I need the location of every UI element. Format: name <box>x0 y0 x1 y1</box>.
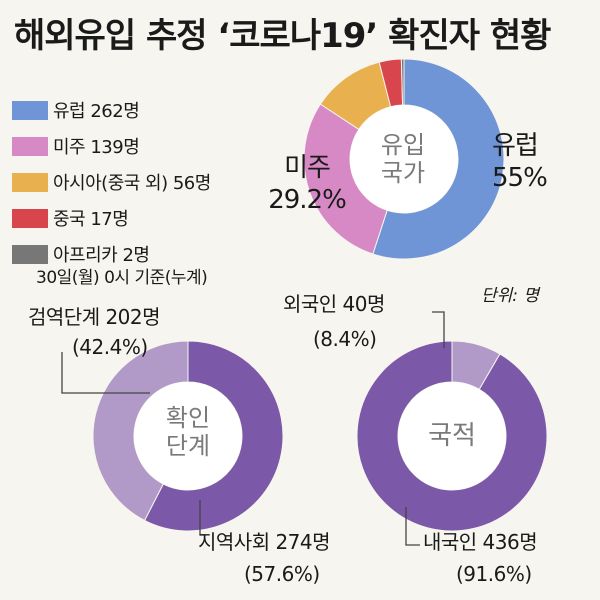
legend-label: 중국 17명 <box>53 209 129 230</box>
region-donut-hole <box>350 105 458 213</box>
page-title: 해외유입 추정 ‘코로나19’ 확진자 현황 <box>14 16 551 56</box>
legend-label: 미주 139명 <box>53 137 140 158</box>
legend-label: 아시아(중국 외) 56명 <box>53 173 211 194</box>
legend: 유럽 262명 미주 139명 아시아(중국 외) 56명 중국 17명 아프리… <box>12 92 211 272</box>
legend-label: 아프리카 2명 <box>53 245 150 266</box>
foreign-pct: (8.4%) <box>313 327 377 351</box>
nationality-donut-hole <box>398 382 506 490</box>
region-center-label: 유입 국가 <box>348 131 458 187</box>
korean-pct: (91.6%) <box>456 562 532 586</box>
community-pct: (57.6%) <box>244 562 320 586</box>
legend-swatch <box>12 136 48 156</box>
stage-donut-hole <box>134 382 242 490</box>
legend-item-china: 중국 17명 <box>12 200 211 236</box>
americas-label: 미주 29.2% <box>262 152 352 216</box>
korean-leader-line <box>405 507 420 546</box>
legend-item-africa: 아프리카 2명 <box>12 236 211 272</box>
nationality-center-label: 국적 <box>397 422 507 450</box>
quarantine-pct: (42.4%) <box>72 335 148 359</box>
community-leader-line <box>199 500 205 536</box>
unit-note: 단위: 명 <box>481 286 540 306</box>
korean-label: 내국인 436명 <box>423 530 538 554</box>
foreign-label: 외국인 40명 <box>283 292 385 316</box>
legend-swatch <box>12 100 48 120</box>
legend-item-europe: 유럽 262명 <box>12 92 211 128</box>
legend-swatch <box>12 208 48 228</box>
americas-pct: 29.2% <box>268 185 347 215</box>
stage-center-label: 확인 단계 <box>133 404 243 460</box>
nationality-donut-slice-1 <box>451 340 501 391</box>
quarantine-leader-line <box>61 352 150 394</box>
legend-swatch <box>12 172 48 192</box>
community-label: 지역사회 274명 <box>198 530 331 554</box>
europe-pct: 55% <box>492 163 548 193</box>
region-center-line1: 유입 <box>380 131 426 159</box>
legend-item-americas: 미주 139명 <box>12 128 211 164</box>
europe-label: 유럽 55% <box>492 130 548 194</box>
legend-swatch <box>12 244 48 264</box>
stage-center-line2: 단계 <box>165 432 211 460</box>
foreign-leader-line <box>432 311 445 348</box>
legend-label: 유럽 262명 <box>53 101 140 122</box>
stage-center-line1: 확인 <box>165 404 211 432</box>
legend-item-asia: 아시아(중국 외) 56명 <box>12 164 211 200</box>
nationality-center-line1: 국적 <box>428 421 476 451</box>
americas-name: 미주 <box>284 153 331 183</box>
legend-note: 30일(월) 0시 기준(누계) <box>36 268 208 288</box>
region-center-line2: 국가 <box>380 159 426 187</box>
quarantine-label: 검역단계 202명 <box>28 305 161 329</box>
europe-name: 유럽 <box>492 131 539 161</box>
